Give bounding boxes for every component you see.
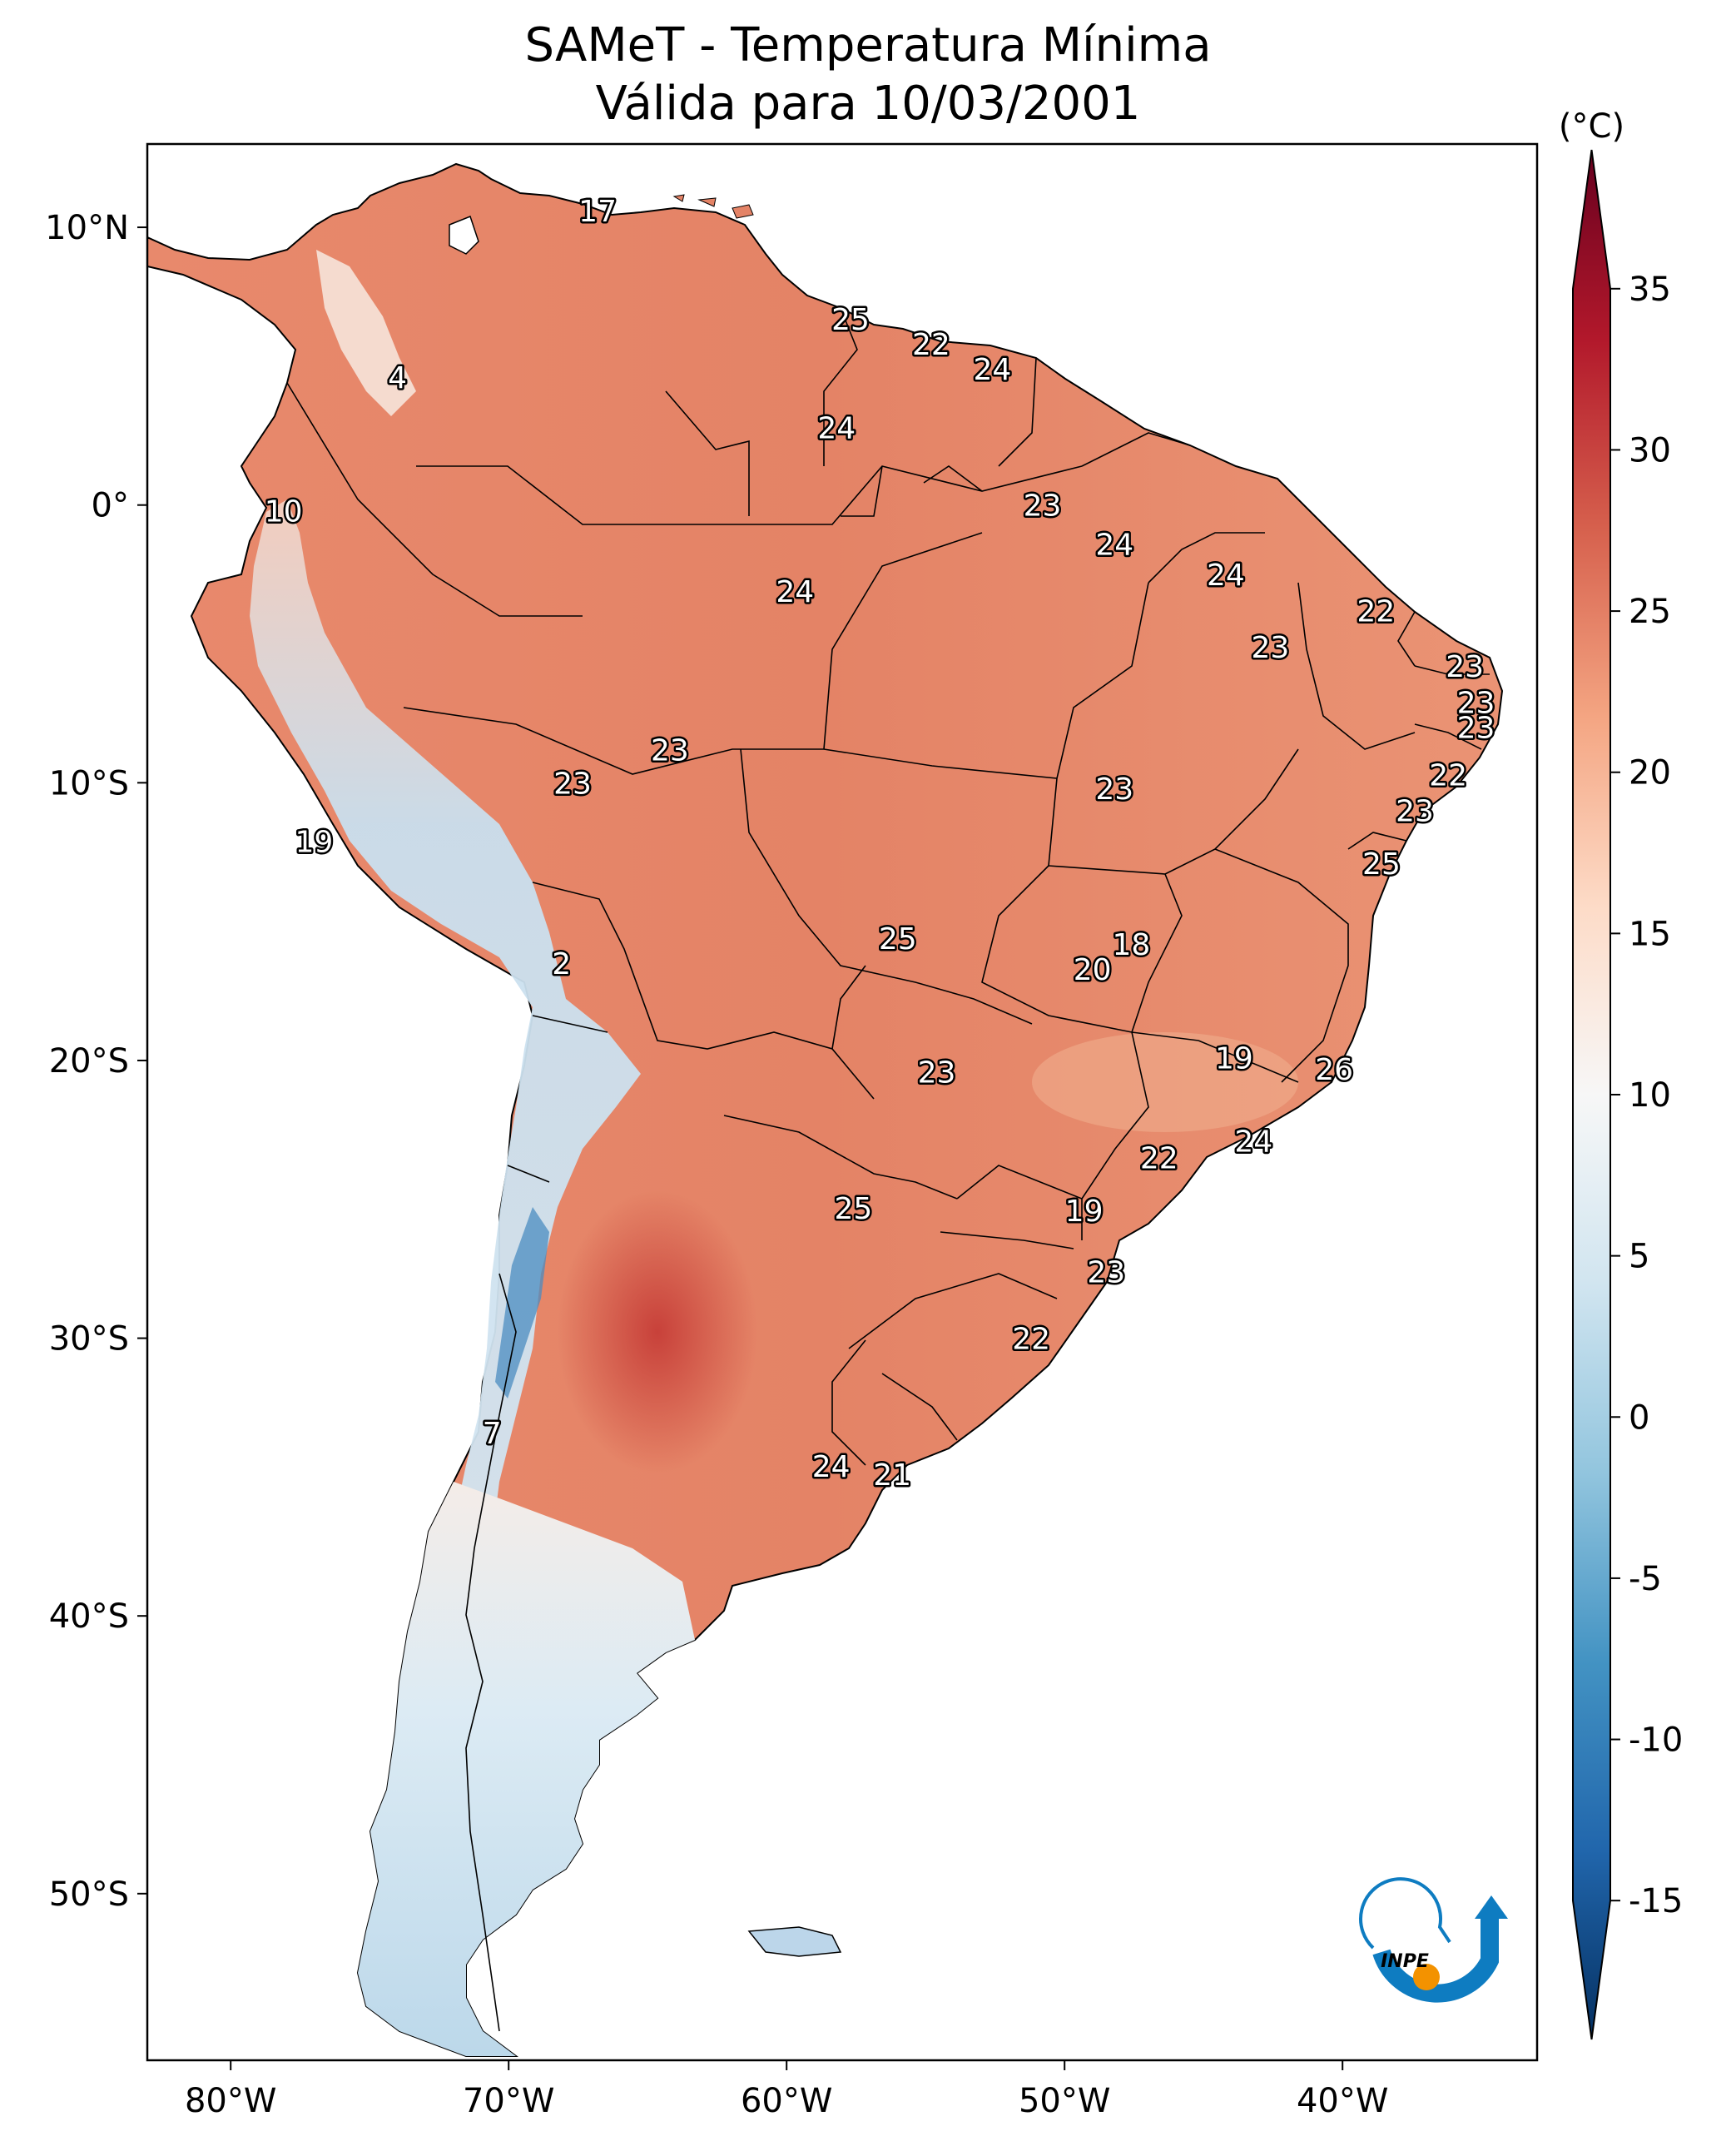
logo-text: INPE	[1381, 1951, 1429, 1972]
station-value-label: 23	[918, 1056, 956, 1090]
falkland-islands	[747, 1926, 842, 1957]
station-value-label: 23	[553, 767, 592, 801]
logo-arrow-icon	[1475, 1895, 1508, 1919]
colorbar-tick-label: 20	[1629, 754, 1671, 792]
colorbar-tick-label: -10	[1629, 1721, 1683, 1760]
station-value-label: 19	[295, 825, 333, 859]
longitude-ticks: 80°W 70°W 60°W 50°W 40°W	[185, 2060, 1388, 2120]
station-value-label: 22	[1357, 594, 1395, 628]
colorbar-tick-label: 5	[1629, 1238, 1649, 1276]
station-value-label: 23	[1446, 650, 1484, 684]
station-value-label: 24	[1207, 559, 1245, 593]
station-value-label: 26	[1315, 1053, 1353, 1087]
station-value-label: 24	[1234, 1125, 1272, 1160]
station-value-label: 23	[1087, 1256, 1125, 1290]
map-title: SAMeT - Temperatura Mínima Válida para 1…	[0, 17, 1736, 133]
station-value-label: 25	[834, 1192, 872, 1226]
station-value-label: 24	[776, 575, 814, 609]
lat-tick-label: 10°N	[45, 209, 129, 247]
lat-tick-label: 50°S	[49, 1875, 129, 1914]
colorbar-tick-label: 0	[1629, 1398, 1649, 1437]
andes-cold-band	[250, 499, 641, 1582]
colorbar-tick-label: 30	[1629, 431, 1671, 469]
station-value-label: 23	[1095, 772, 1133, 807]
colorbar-tick-label: 25	[1629, 593, 1671, 631]
title-line-1: SAMeT - Temperatura Mínima	[524, 18, 1212, 72]
station-value-label: 4	[388, 361, 407, 395]
lat-tick-label: 10°S	[49, 764, 129, 802]
heat-maximum	[558, 1190, 757, 1473]
cool-highlands-southeast	[1032, 1032, 1298, 1132]
lat-tick-label: 40°S	[49, 1597, 129, 1636]
latitude-ticks: 10°N 0° 10°S 20°S 30°S 40°S 50°S	[45, 209, 147, 1914]
lon-tick-label: 60°W	[741, 2082, 832, 2120]
colombian-andes-cool	[316, 250, 416, 416]
colorbar-ticks: 35 30 25 20 15 10 5 0 -5 -10 -15	[1610, 271, 1683, 1920]
colorbar-body	[1572, 149, 1611, 2040]
station-value-label: 23	[651, 733, 689, 768]
station-value-label: 21	[873, 1458, 911, 1493]
lon-tick-label: 50°W	[1019, 2082, 1110, 2120]
station-value-label: 7	[483, 1417, 502, 1451]
station-value-label: 22	[1429, 758, 1467, 792]
andes-cold-core	[495, 1207, 549, 1398]
colorbar-tick-label: -15	[1629, 1882, 1683, 1920]
caribbean-islands	[672, 194, 754, 219]
station-value-label: 10	[265, 494, 303, 529]
colorbar-unit: (°C)	[1559, 107, 1624, 146]
station-value-label: 22	[1140, 1142, 1178, 1176]
station-value-label: 25	[1362, 847, 1401, 882]
station-value-label: 22	[912, 328, 950, 362]
lat-tick-label: 0°	[92, 487, 129, 525]
colorbar-tick-label: -5	[1629, 1560, 1662, 1598]
station-value-label: 22	[1012, 1323, 1050, 1357]
station-value-label: 23	[1396, 795, 1434, 829]
continent-shape	[147, 162, 1504, 2057]
plot-frame	[146, 142, 1539, 2062]
station-value-label: 24	[973, 353, 1011, 387]
station-value-label: 18	[1112, 928, 1150, 962]
logo-arc-icon	[1372, 1919, 1499, 2003]
lon-tick-label: 40°W	[1297, 2082, 1388, 2120]
station-value-label: 20	[1074, 953, 1112, 987]
map-layer	[147, 162, 1504, 2057]
colorbar-tick-label: 15	[1629, 915, 1671, 953]
title-line-2: Válida para 10/03/2001	[595, 77, 1141, 131]
lon-tick-label: 70°W	[463, 2082, 554, 2120]
station-value-label: 24	[817, 411, 856, 445]
colorbar-tick-label: 10	[1629, 1076, 1671, 1115]
station-value-label: 23	[1457, 712, 1495, 746]
logo-swirl-icon	[1359, 1877, 1451, 1950]
station-value-label: 19	[1065, 1195, 1104, 1229]
station-value-label: 25	[879, 922, 917, 956]
borders	[286, 307, 1490, 2032]
station-value-label: 23	[1251, 631, 1289, 665]
station-value-label: 24	[1095, 528, 1133, 562]
station-value-label: 17	[578, 195, 617, 229]
station-value-label: 2	[552, 947, 571, 981]
logo-dot-icon	[1413, 1964, 1440, 1990]
lat-tick-label: 20°S	[49, 1042, 129, 1080]
station-value-label: 23	[1024, 489, 1062, 524]
station-value-label: 19	[1215, 1042, 1253, 1076]
colorbar: (°C) 35 30 25 20 15 10 5 0 -5 -10 -15	[1559, 107, 1683, 2040]
station-value-label: 25	[831, 303, 870, 337]
lat-tick-label: 30°S	[49, 1320, 129, 1359]
station-value-label: 23	[1457, 687, 1495, 721]
station-value-label: 24	[812, 1450, 851, 1484]
patagonia-cold-region	[358, 1482, 695, 2056]
colorbar-tick-label: 35	[1629, 271, 1671, 309]
lake-maracaibo	[449, 216, 479, 255]
inpe-logo: INPE	[1359, 1877, 1508, 2003]
lon-tick-label: 80°W	[185, 2082, 276, 2120]
